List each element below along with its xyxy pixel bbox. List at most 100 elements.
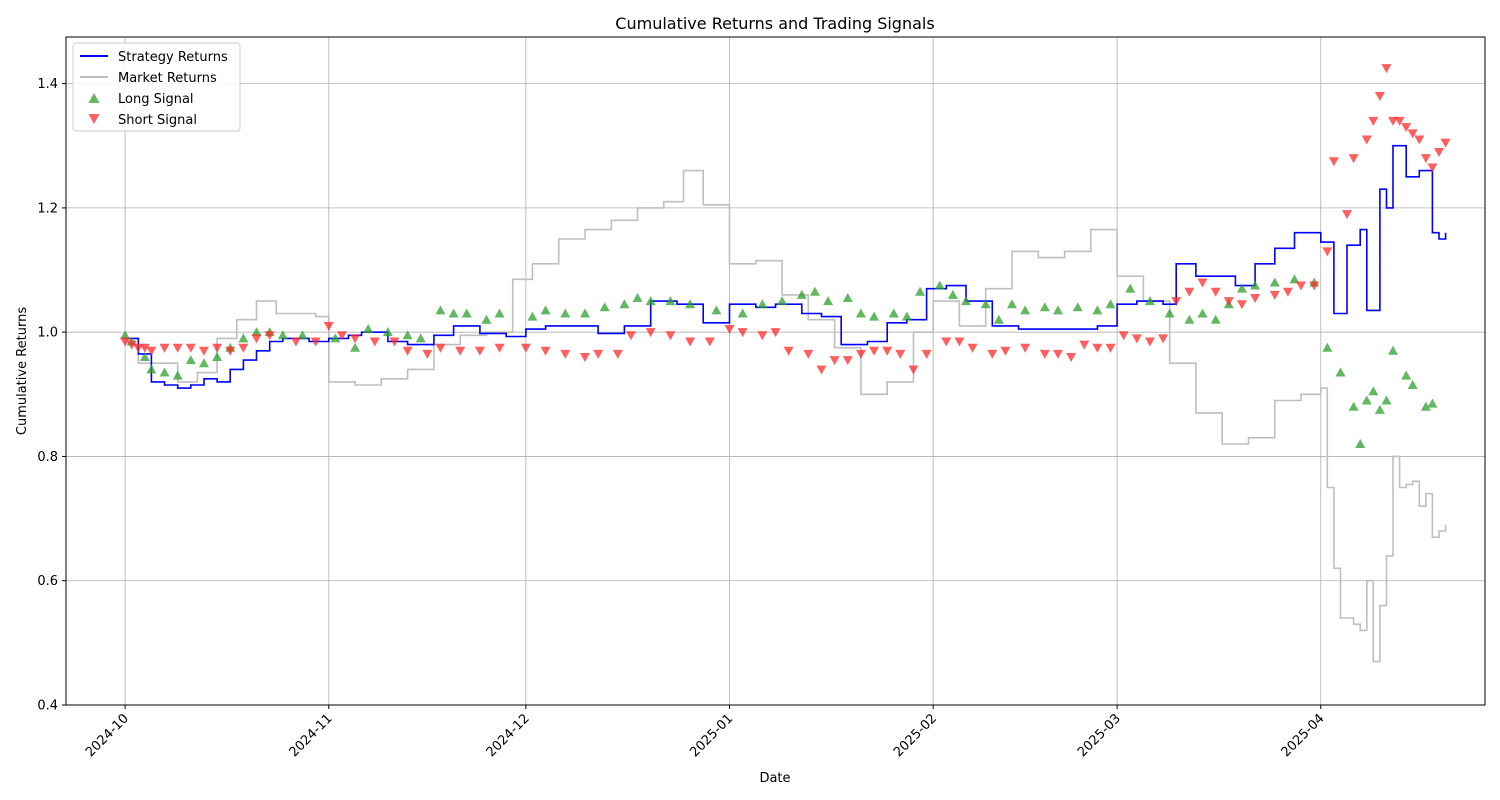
long-signal-marker — [1164, 308, 1175, 318]
short-signal-marker — [198, 346, 209, 356]
long-signal-marker — [1250, 280, 1261, 290]
short-signal-marker — [1420, 154, 1431, 164]
short-signal-marker — [1414, 135, 1425, 145]
long-signal-marker — [685, 299, 696, 309]
short-signal-marker — [1184, 287, 1195, 297]
market-returns-series — [125, 169, 1447, 663]
short-signal-marker — [402, 346, 413, 356]
short-signal-marker — [540, 346, 551, 356]
short-signal-marker — [770, 328, 781, 338]
short-signal-marker — [1131, 334, 1142, 344]
short-signal-marker — [1368, 116, 1379, 126]
long-signal-marker — [665, 296, 676, 306]
long-signal-marker — [1355, 439, 1366, 449]
short-signal-series — [120, 64, 1451, 375]
long-signal-marker — [238, 333, 249, 343]
y-tick-label: 1.0 — [37, 326, 58, 341]
short-signal-marker — [1197, 278, 1208, 288]
long-signal-marker — [277, 330, 288, 340]
legend-label-short: Short Signal — [118, 113, 197, 128]
long-signal-marker — [993, 314, 1004, 324]
long-signal-marker — [711, 305, 722, 315]
x-tick-label: 2024-11 — [287, 711, 336, 760]
strategy-returns-line — [125, 144, 1447, 389]
y-tick-label: 1.4 — [37, 77, 58, 92]
long-signal-marker — [1420, 401, 1431, 411]
long-signal-marker — [842, 292, 853, 302]
short-signal-marker — [1269, 290, 1280, 300]
long-signal-marker — [1407, 379, 1418, 389]
short-signal-marker — [455, 346, 466, 356]
short-signal-marker — [941, 337, 952, 347]
short-signal-marker — [369, 337, 380, 347]
y-tick-label: 0.8 — [37, 450, 58, 465]
long-signal-marker — [1322, 342, 1333, 352]
short-signal-marker — [842, 356, 853, 366]
long-signal-marker — [297, 330, 308, 340]
short-signal-marker — [310, 337, 321, 347]
short-signal-marker — [251, 334, 262, 344]
x-tick-label: 2024-10 — [83, 711, 132, 760]
short-signal-marker — [1381, 64, 1392, 74]
long-signal-marker — [1289, 274, 1300, 284]
long-signal-marker — [619, 299, 630, 309]
short-signal-marker — [1401, 123, 1412, 133]
short-signal-marker — [212, 343, 223, 353]
short-signal-marker — [829, 356, 840, 366]
long-signal-marker — [934, 280, 945, 290]
long-signal-marker — [560, 308, 571, 318]
short-signal-marker — [1309, 281, 1320, 291]
long-signal-marker — [1007, 299, 1017, 309]
long-signal-marker — [915, 286, 926, 296]
long-signal-marker — [527, 311, 538, 321]
long-signal-marker — [1401, 370, 1412, 380]
long-signal-marker — [599, 302, 610, 312]
short-signal-marker — [987, 349, 998, 359]
short-signal-marker — [1079, 340, 1090, 350]
short-signal-marker — [1296, 281, 1307, 291]
short-signal-marker — [1282, 287, 1293, 297]
short-signal-marker — [133, 343, 144, 353]
short-signal-marker — [336, 331, 347, 341]
short-signal-marker — [1066, 353, 1077, 363]
long-signal-marker — [901, 311, 912, 321]
short-signal-marker — [1440, 138, 1451, 148]
long-signal-marker — [1236, 283, 1247, 293]
x-tick-label: 2025-01 — [687, 711, 736, 760]
short-signal-marker — [908, 365, 919, 375]
short-signal-marker — [238, 343, 249, 353]
short-signal-marker — [159, 343, 170, 353]
legend-entry-market: Market Returns — [80, 71, 217, 86]
long-signal-marker — [1368, 386, 1379, 396]
short-signal-marker — [895, 349, 906, 359]
long-signal-marker — [961, 296, 972, 306]
short-signal-marker — [1000, 346, 1011, 356]
short-signal-marker — [323, 321, 334, 331]
long-signal-marker — [809, 286, 820, 296]
x-axis: 2024-10 2024-11 2024-12 2025-01 2025-02 2025-… — [83, 705, 1328, 760]
short-signal-marker — [685, 337, 696, 347]
long-signal-marker — [579, 308, 590, 318]
x-tick-label: 2025-02 — [891, 711, 940, 760]
long-signal-marker — [350, 342, 361, 352]
short-signal-marker — [1144, 337, 1155, 347]
long-signal-marker — [1144, 296, 1155, 306]
short-signal-marker — [1223, 297, 1234, 307]
long-signal-marker — [494, 308, 505, 318]
short-signal-marker — [1427, 163, 1438, 173]
x-tick-label: 2025-04 — [1279, 711, 1328, 760]
short-signal-marker — [967, 343, 978, 353]
long-signal-marker — [1381, 395, 1392, 405]
short-signal-marker — [724, 325, 735, 335]
x-axis-title: Date — [759, 771, 790, 786]
long-signal-marker — [980, 299, 991, 309]
long-signal-marker — [1210, 314, 1221, 324]
short-signal-marker — [1118, 331, 1129, 341]
long-signal-marker — [1039, 302, 1050, 312]
short-signal-marker — [921, 349, 932, 359]
short-signal-marker — [350, 334, 361, 344]
short-signal-marker — [1236, 300, 1247, 310]
short-signal-marker — [1092, 343, 1103, 353]
short-signal-marker — [1039, 349, 1050, 359]
short-signal-marker — [1361, 135, 1372, 145]
